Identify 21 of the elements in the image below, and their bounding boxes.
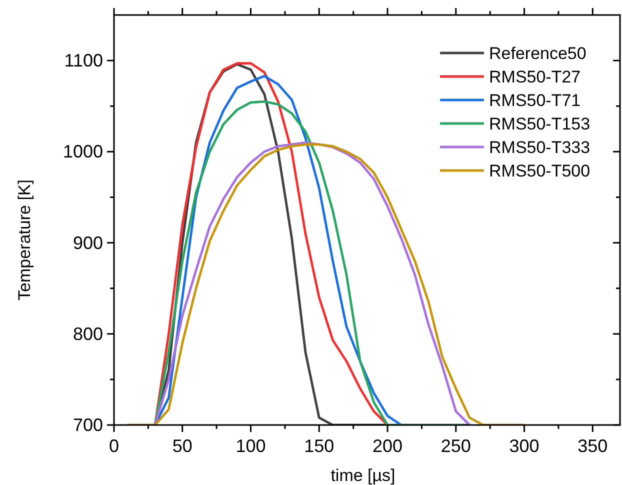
legend-label: RMS50-T153	[489, 114, 590, 134]
legend-label: RMS50-T500	[489, 162, 590, 180]
x-axis-title: time [µs]	[330, 466, 396, 485]
legend-label: RMS50-T71	[489, 91, 581, 110]
legend-label: Reference50	[489, 44, 586, 63]
x-tick-label: 50	[172, 436, 192, 456]
legend-label: RMS50-T333	[489, 138, 590, 157]
y-axis-title: Temperature [K]	[15, 180, 34, 300]
legend-label: RMS50-T27	[489, 68, 581, 86]
y-tick-label: 700	[72, 415, 103, 435]
x-tick-label: 100	[236, 436, 266, 456]
x-tick-label: 350	[578, 436, 608, 456]
y-tick-label: 1100	[64, 50, 103, 71]
x-tick-label: 250	[440, 436, 471, 456]
x-tick-label: 150	[304, 436, 334, 456]
y-tick-label: 800	[72, 324, 103, 344]
x-tick-label: 200	[372, 436, 403, 456]
y-tick-label: 900	[72, 232, 103, 253]
y-tick-label: 1000	[62, 142, 103, 162]
x-tick-label: 0	[108, 436, 120, 456]
x-tick-label: 300	[509, 436, 540, 456]
